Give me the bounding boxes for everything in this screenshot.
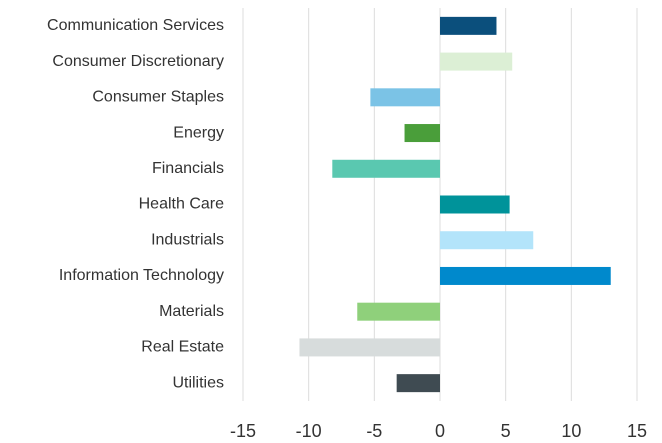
y-tick-label: Industrials	[151, 231, 224, 248]
x-tick-label: 10	[561, 421, 581, 441]
bar	[404, 124, 440, 143]
y-tick-label: Consumer Discretionary	[52, 53, 224, 70]
bar	[332, 159, 440, 178]
x-tick-label: 15	[627, 421, 647, 441]
y-tick-label: Energy	[173, 124, 224, 141]
y-tick-label: Health Care	[139, 196, 224, 213]
x-tick-label: -5	[366, 421, 382, 441]
y-tick-label: Information Technology	[59, 267, 224, 284]
bar	[440, 52, 513, 71]
x-tick-label: -15	[230, 421, 256, 441]
bar	[440, 16, 497, 35]
bar	[357, 302, 440, 321]
y-tick-label: Communication Services	[47, 17, 224, 34]
y-tick-label: Financials	[152, 160, 224, 177]
y-tick-label: Utilities	[172, 374, 224, 391]
bar	[299, 338, 440, 357]
x-tick-label: -10	[296, 421, 322, 441]
y-tick-label: Real Estate	[141, 339, 224, 356]
bar	[440, 231, 534, 250]
x-tick-label: 0	[435, 421, 445, 441]
bar	[440, 266, 611, 285]
bar	[440, 195, 510, 214]
x-tick-label: 5	[501, 421, 511, 441]
y-tick-label: Consumer Staples	[92, 89, 224, 106]
y-tick-label: Materials	[159, 303, 224, 320]
bar	[370, 88, 440, 107]
bar	[396, 374, 440, 393]
